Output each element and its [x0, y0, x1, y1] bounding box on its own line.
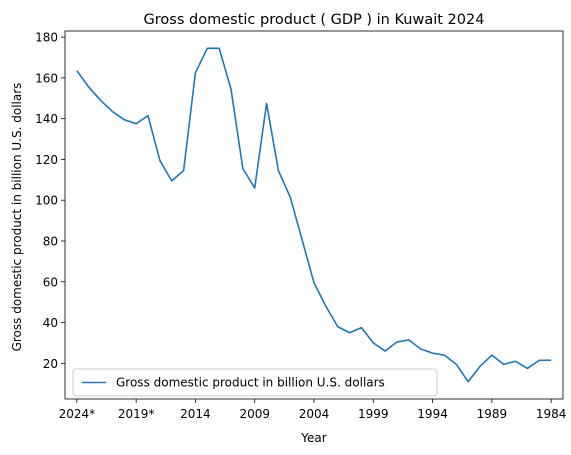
x-axis-label: Year — [300, 431, 326, 445]
y-tick-label: 100 — [35, 194, 58, 208]
legend: Gross domestic product in billion U.S. d… — [72, 368, 438, 397]
x-tick-label: 1999 — [358, 407, 389, 421]
y-tick-label: 180 — [35, 31, 58, 45]
x-tick-label: 1984 — [536, 407, 567, 421]
y-tick-label: 80 — [43, 234, 58, 248]
x-tick-label: 2004 — [299, 407, 330, 421]
y-tick-label: 20 — [43, 357, 58, 371]
y-tick-label: 160 — [35, 71, 58, 85]
legend-box — [72, 368, 438, 397]
y-tick-label: 140 — [35, 112, 58, 126]
y-tick-label: 60 — [43, 275, 58, 289]
y-axis-label: Gross domestic product in billion U.S. d… — [10, 83, 24, 352]
x-tick-label: 2014 — [180, 407, 211, 421]
legend-entry: Gross domestic product in billion U.S. d… — [116, 376, 385, 390]
x-tick-label: 2009 — [239, 407, 270, 421]
y-tick-label: 120 — [35, 153, 58, 167]
x-tick-label: 1989 — [477, 407, 508, 421]
x-tick-label: 2019* — [118, 407, 155, 421]
chart-title: Gross domestic product ( GDP ) in Kuwait… — [144, 12, 485, 28]
y-tick-label: 40 — [43, 316, 58, 330]
plot-area — [64, 30, 564, 400]
gdp-series-line — [76, 47, 552, 383]
x-axis: 2024* 2019* 2014 2009 2004 1999 1994 1989 1984 — [59, 399, 567, 421]
x-tick-label: 1994 — [417, 407, 448, 421]
y-axis: 20 40 60 80 100 120 140 160 180 — [35, 31, 65, 371]
x-tick-label: 2024* — [59, 407, 96, 421]
plot-frame — [64, 30, 564, 400]
